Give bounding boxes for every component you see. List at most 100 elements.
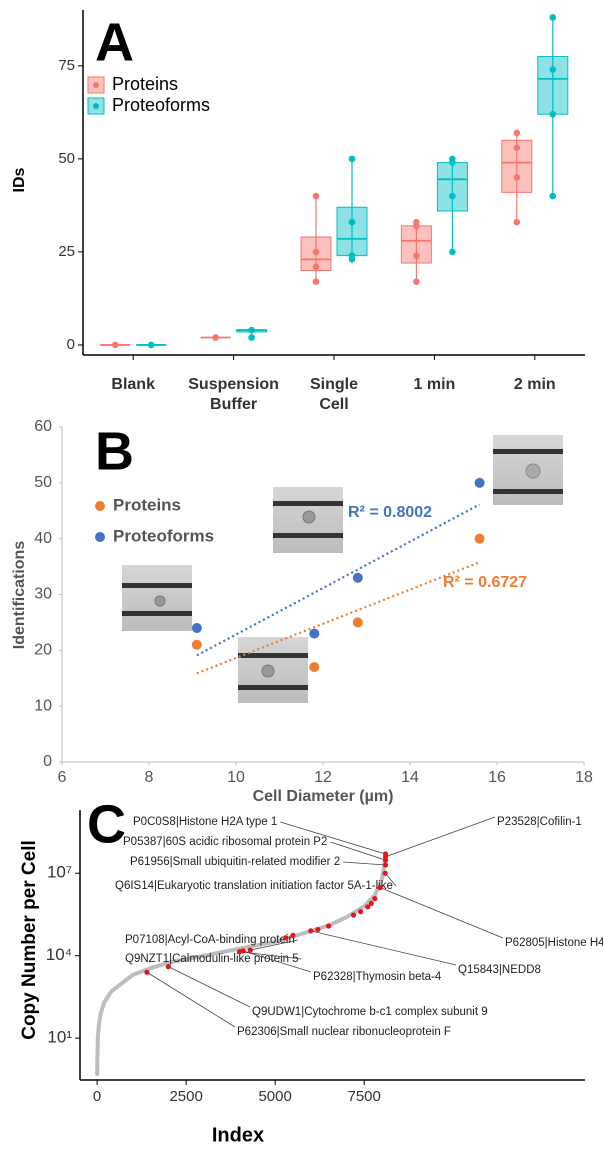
point: [248, 334, 255, 341]
cell-images: [122, 435, 563, 703]
highlight-point: [368, 900, 374, 906]
box: [436, 162, 468, 212]
point: [549, 110, 557, 118]
trendline: [196, 561, 481, 675]
annotation-label: Q6IS14|Eukaryotic translation initiation…: [115, 880, 393, 892]
annotation-label: Q9UDW1|Cytochrome b-c1 complex subunit 9: [252, 1006, 488, 1018]
y-tick-label: 30: [34, 586, 52, 603]
box: [537, 56, 569, 115]
annotation-leader: [280, 821, 386, 855]
x-tick-label: 5000: [258, 1088, 291, 1105]
annotation-label: P23528|Cofilin-1: [497, 816, 582, 828]
annotation-leader: [168, 966, 251, 1008]
point: [413, 252, 420, 259]
y-tick-label: 25: [58, 243, 75, 260]
point: [449, 192, 456, 200]
x-tick-label: 8: [145, 769, 154, 786]
highlight-point: [247, 947, 253, 953]
highlight-point: [358, 909, 364, 915]
protein-curve: [95, 852, 388, 1076]
point: [474, 477, 485, 488]
box: [336, 206, 368, 257]
highlight-point: [382, 854, 389, 860]
x-tick-label: 6: [58, 769, 67, 786]
trendline: [196, 503, 481, 657]
point: [352, 617, 363, 628]
annotation-leader: [384, 872, 397, 887]
x-tick-label: 1 min: [414, 376, 456, 393]
highlight-point: [382, 862, 389, 868]
legend-label: Proteins: [113, 495, 181, 514]
y-tick-label: 40: [34, 530, 52, 547]
highlight-point: [325, 923, 332, 929]
x-tick-label: 14: [401, 769, 419, 786]
annotation-leader: [380, 887, 504, 939]
point: [312, 263, 320, 271]
y-tick-label: 75: [58, 57, 75, 74]
y-tick-label: 50: [34, 474, 52, 491]
point: [513, 129, 521, 137]
point: [352, 572, 363, 583]
point: [413, 278, 420, 285]
legend-marker: [95, 532, 105, 542]
point: [191, 623, 202, 633]
annotation-label: P61956|Small ubiquitin-related modifier …: [130, 856, 340, 868]
x-tick-label: Suspension: [188, 376, 279, 393]
annotation-label: P07108|Acyl-CoA-binding protein: [125, 934, 295, 946]
highlight-point: [372, 895, 378, 902]
y-tick-label: 0: [43, 753, 52, 770]
panel-label: C: [87, 794, 126, 854]
legend-marker: [93, 103, 99, 109]
legend-marker: [95, 501, 105, 511]
point: [449, 248, 456, 256]
x-tick-label: Blank: [111, 376, 155, 393]
x-tick-label: Cell: [319, 396, 348, 413]
x-tick-label: 0: [93, 1088, 101, 1105]
annotation-label: P0C0S8|Histone H2A type 1: [133, 816, 277, 828]
point: [212, 334, 219, 341]
x-axis-title: Index: [212, 1124, 264, 1146]
point: [348, 252, 356, 259]
annotation-leader: [343, 861, 386, 866]
y-axis-title: Copy Number per Cell: [19, 840, 40, 1040]
highlight-point: [365, 904, 371, 910]
highlight-point: [165, 964, 171, 970]
legend-label: Proteoforms: [113, 526, 214, 545]
point: [111, 341, 119, 349]
point: [348, 218, 356, 226]
cell-image: [238, 637, 308, 703]
annotation-label: P62328|Thymosin beta-4: [313, 971, 442, 983]
x-tick-label: 2500: [169, 1088, 202, 1105]
x-tick-label: Single: [310, 376, 358, 393]
point: [549, 14, 557, 21]
annotation-leader: [310, 930, 457, 966]
y-axis-title: IDs: [11, 167, 28, 192]
point: [312, 278, 320, 285]
point: [413, 218, 420, 226]
point: [348, 155, 356, 163]
annotation-label: Q15843|NEDD8: [458, 964, 541, 976]
annotation-leader: [385, 816, 496, 858]
highlight-point: [290, 932, 296, 938]
annotation-label: P62805|Histone H4: [505, 937, 603, 949]
highlight-point: [240, 948, 246, 954]
y-tick-label: 10⁷: [47, 863, 72, 882]
point: [513, 144, 521, 152]
annotation-leader: [242, 950, 312, 973]
x-tick-label: Buffer: [210, 396, 257, 413]
highlight-point: [377, 885, 383, 891]
y-tick-label: 50: [58, 150, 75, 167]
point: [449, 155, 456, 163]
highlight-point: [308, 928, 314, 934]
point: [474, 533, 485, 544]
x-tick-label: 18: [575, 769, 593, 786]
cell-image: [273, 487, 343, 553]
x-tick-label: 2 min: [514, 376, 556, 393]
panel-label: B: [95, 421, 134, 481]
annotation-label: P62306|Small nuclear ribonucleoprotein F: [237, 1026, 451, 1038]
x-tick-label: 12: [314, 769, 332, 786]
point: [309, 628, 320, 639]
highlight-point: [283, 935, 289, 941]
highlight-point: [144, 969, 150, 975]
